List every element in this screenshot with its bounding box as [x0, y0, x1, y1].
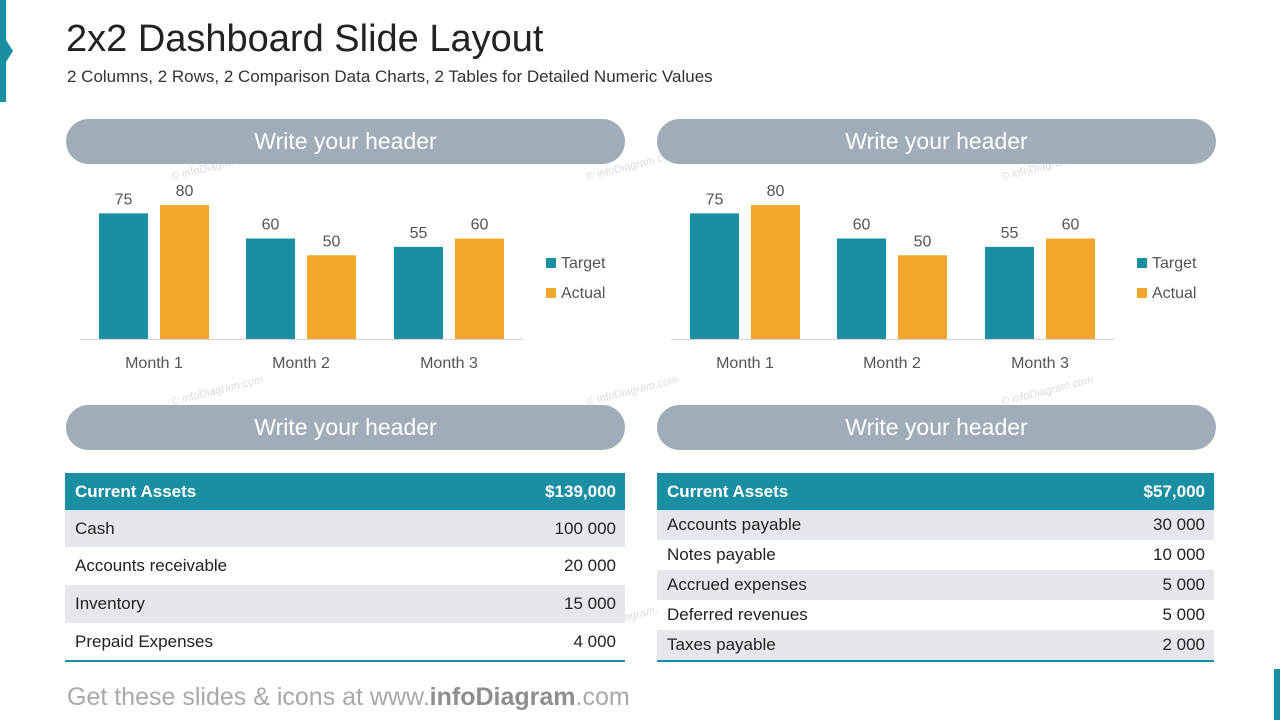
- bar-actual-1: [751, 205, 800, 339]
- data-label: 55: [1001, 225, 1019, 242]
- table-row[interactable]: Prepaid Expenses 4 000: [65, 623, 625, 660]
- legend-swatch-actual: [546, 288, 556, 298]
- right-bar-chart: 75 60 55 80 50 60 Month 1 Month 2 Month 3 Target A…: [657, 170, 1217, 385]
- data-label: 60: [262, 217, 280, 234]
- x-tick-label: Month 1: [716, 355, 774, 372]
- table-row-value: 5 000: [1162, 575, 1205, 594]
- x-tick-label: Month 3: [420, 355, 478, 372]
- bar-actual-2: [307, 255, 356, 339]
- table-row-label: Accrued expenses: [667, 575, 807, 594]
- table-row[interactable]: Taxes payable 2 000: [657, 630, 1214, 660]
- bar-actual-2: [898, 255, 947, 339]
- top-right-panel-header[interactable]: Write your header: [657, 119, 1216, 164]
- table-header-label: Current Assets: [75, 481, 197, 501]
- footer-suffix: .com: [575, 683, 630, 711]
- bar-actual-1: [160, 205, 209, 339]
- table-header-row[interactable]: Current Assets $57,000: [657, 473, 1214, 510]
- data-label: 75: [706, 191, 724, 208]
- table-row-label: Accounts receivable: [75, 556, 228, 575]
- table-header-row[interactable]: Current Assets $139,000: [65, 473, 625, 510]
- table-row[interactable]: Accounts payable 30 000: [657, 510, 1214, 540]
- data-label: 60: [1062, 217, 1080, 234]
- table-row-label: Cash: [75, 518, 115, 538]
- legend-label: Actual: [1152, 285, 1196, 302]
- bar-actual-3: [455, 238, 504, 339]
- bar-target-3: [394, 246, 443, 339]
- table-row-value: 2 000: [1162, 635, 1205, 654]
- table-bottom-rule: [657, 660, 1214, 662]
- x-tick-label: Month 2: [863, 355, 921, 372]
- table-row[interactable]: Notes payable 10 000: [657, 540, 1214, 570]
- footer-promo[interactable]: Get these slides & icons at www.infoDiag…: [67, 683, 630, 712]
- table-row[interactable]: Cash 100 000: [65, 510, 625, 547]
- legend-label: Target: [561, 255, 606, 272]
- bottom-right-panel-header[interactable]: Write your header: [657, 405, 1216, 450]
- table-row-label: Deferred revenues: [667, 605, 808, 624]
- right-assets-table: Current Assets $57,000 Accounts payable …: [657, 473, 1214, 662]
- left-accent-bar: [0, 0, 6, 102]
- footer-prefix: Get these slides & icons at www.: [67, 683, 430, 711]
- table-row[interactable]: Accounts receivable 20 000: [65, 547, 625, 585]
- footer-brand: infoDiagram: [429, 683, 576, 711]
- legend-swatch-actual: [1137, 288, 1147, 298]
- x-tick-label: Month 3: [1011, 355, 1069, 372]
- table-row-value: 30 000: [1153, 515, 1205, 534]
- x-tick-label: Month 1: [125, 355, 183, 372]
- top-left-panel-header[interactable]: Write your header: [66, 119, 625, 164]
- bar-target-2: [246, 238, 295, 339]
- table-row-label: Notes payable: [667, 545, 776, 564]
- data-label: 55: [410, 225, 428, 242]
- legend-swatch-target: [1137, 258, 1147, 268]
- table-bottom-rule: [65, 660, 625, 662]
- table-row[interactable]: Inventory 15 000: [65, 585, 625, 623]
- bar-actual-3: [1046, 238, 1095, 339]
- table-row-label: Taxes payable: [667, 635, 776, 654]
- left-accent-notch: [6, 40, 13, 62]
- legend-label: Actual: [561, 285, 605, 302]
- table-row-value: 15 000: [564, 594, 616, 613]
- slide-subtitle[interactable]: 2 Columns, 2 Rows, 2 Comparison Data Cha…: [67, 67, 713, 86]
- table-row-label: Inventory: [75, 594, 145, 613]
- x-tick-label: Month 2: [272, 355, 330, 372]
- slide-title[interactable]: 2x2 Dashboard Slide Layout: [66, 18, 544, 60]
- table-row[interactable]: Deferred revenues 5 000: [657, 600, 1214, 630]
- data-label: 80: [767, 183, 785, 200]
- table-row-value: 10 000: [1153, 545, 1205, 564]
- data-label: 60: [471, 217, 489, 234]
- bottom-left-panel-header[interactable]: Write your header: [66, 405, 625, 450]
- bar-target-2: [837, 238, 886, 339]
- bar-target-3: [985, 246, 1034, 339]
- legend-label: Target: [1152, 255, 1197, 272]
- bar-target-1: [99, 213, 148, 339]
- table-row-value: 5 000: [1162, 605, 1205, 624]
- right-accent-bar: [1274, 669, 1280, 720]
- right-bar-chart-svg: 75 60 55 80 50 60 Month 1 Month 2 Month 3 Target A…: [671, 183, 1197, 372]
- table-row-label: Prepaid Expenses: [75, 631, 213, 651]
- data-label: 80: [176, 183, 194, 200]
- legend-swatch-target: [546, 258, 556, 268]
- table-row-value: 100 000: [554, 518, 616, 538]
- table-row-value: 4 000: [573, 631, 616, 651]
- left-bar-chart: 75 60 55 80 50 60 Month 1 Month 2 Month 3 Target A…: [66, 170, 626, 385]
- table-header-total: $57,000: [1143, 481, 1205, 501]
- table-row[interactable]: Accrued expenses 5 000: [657, 570, 1214, 600]
- data-label: 50: [323, 233, 341, 250]
- data-label: 50: [914, 233, 932, 250]
- table-row-label: Accounts payable: [667, 515, 802, 534]
- bar-target-1: [690, 213, 739, 339]
- table-header-total: $139,000: [545, 481, 616, 501]
- left-bar-chart-svg: 75 60 55 80 50 60 Month 1 Month 2 Month 3 Target A…: [80, 183, 606, 372]
- data-label: 75: [115, 191, 133, 208]
- table-header-label: Current Assets: [667, 481, 789, 501]
- left-assets-table: Current Assets $139,000 Cash 100 000 Acc…: [65, 473, 625, 662]
- table-row-value: 20 000: [564, 556, 616, 575]
- data-label: 60: [853, 217, 871, 234]
